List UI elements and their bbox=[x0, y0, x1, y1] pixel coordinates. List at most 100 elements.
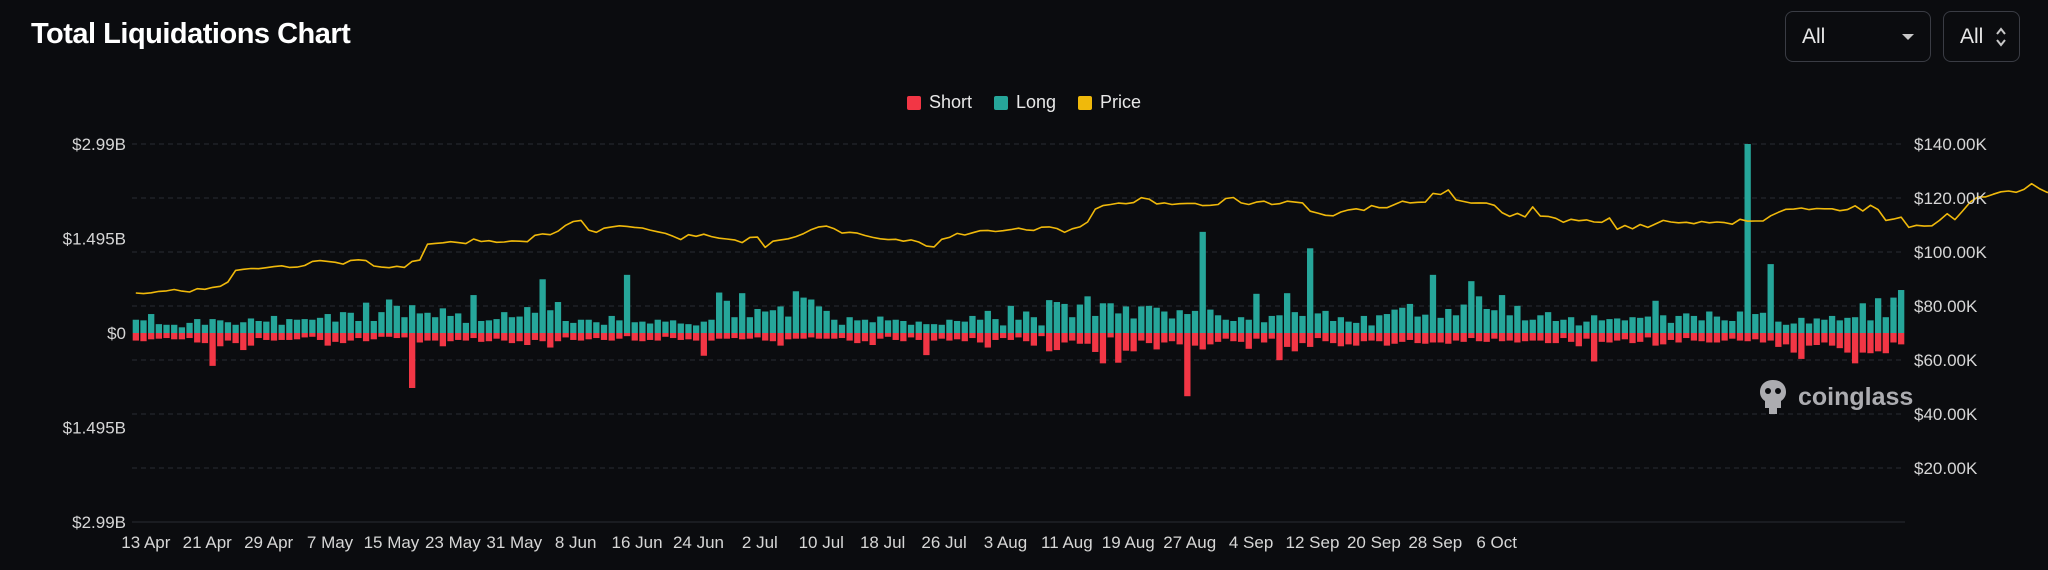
short-bar bbox=[1000, 333, 1007, 339]
long-bar bbox=[938, 324, 945, 333]
short-bar bbox=[869, 333, 876, 346]
short-bar bbox=[838, 333, 846, 339]
short-bar bbox=[1498, 333, 1506, 342]
x-axis-tick-label: 10 Jul bbox=[799, 533, 844, 552]
short-bar bbox=[508, 333, 516, 344]
short-bar bbox=[1046, 333, 1053, 352]
short-bar bbox=[1629, 333, 1636, 344]
legend-item-price[interactable]: Price bbox=[1078, 92, 1141, 113]
short-bar bbox=[1537, 333, 1544, 341]
long-bar bbox=[1268, 315, 1275, 333]
legend-label-price: Price bbox=[1100, 92, 1142, 112]
long-bar bbox=[593, 322, 600, 333]
short-bar bbox=[1283, 333, 1291, 347]
short-bar bbox=[1422, 333, 1429, 344]
short-bar bbox=[209, 333, 216, 366]
short-bar bbox=[1345, 333, 1352, 345]
long-bar bbox=[1092, 315, 1099, 333]
long-bar bbox=[992, 319, 999, 333]
long-bar bbox=[1629, 317, 1636, 333]
exchange-select[interactable]: All bbox=[1943, 11, 2020, 62]
long-bar bbox=[1851, 317, 1859, 333]
short-bar bbox=[1744, 333, 1751, 342]
long-bar bbox=[723, 300, 730, 333]
long-bar bbox=[1675, 315, 1682, 333]
short-bar bbox=[1260, 333, 1268, 343]
long-bar bbox=[347, 312, 354, 333]
long-bar bbox=[1406, 303, 1414, 333]
short-bar bbox=[1736, 333, 1744, 341]
short-bar bbox=[1844, 333, 1851, 353]
short-bar bbox=[1575, 333, 1582, 347]
x-axis-tick-label: 19 Aug bbox=[1102, 533, 1155, 552]
long-bar bbox=[923, 324, 930, 333]
long-bar bbox=[1099, 303, 1107, 333]
sort-updown-icon bbox=[1996, 27, 2006, 47]
long-bar bbox=[623, 274, 631, 333]
short-bar bbox=[669, 333, 677, 339]
long-bar bbox=[1084, 296, 1091, 333]
short-bar bbox=[240, 333, 247, 351]
x-axis-tick-label: 15 May bbox=[364, 533, 420, 552]
long-bar bbox=[946, 319, 953, 333]
short-bar bbox=[355, 333, 362, 339]
long-bar bbox=[1122, 306, 1130, 333]
long-bar bbox=[846, 317, 853, 333]
short-bar bbox=[1460, 333, 1467, 342]
short-bar bbox=[232, 333, 239, 344]
symbol-select[interactable]: All bbox=[1785, 11, 1931, 62]
long-bar bbox=[1322, 310, 1329, 333]
long-bar bbox=[1882, 317, 1889, 333]
long-bar bbox=[447, 315, 454, 333]
short-bar bbox=[478, 333, 485, 342]
short-bar bbox=[700, 333, 707, 356]
long-bar bbox=[554, 302, 562, 333]
long-bar bbox=[547, 310, 554, 333]
long-bar bbox=[378, 312, 385, 333]
short-bar bbox=[539, 333, 546, 342]
x-axis-tick-label: 21 Apr bbox=[183, 533, 232, 552]
short-bar bbox=[1076, 333, 1084, 344]
short-bar bbox=[516, 333, 523, 342]
short-bar bbox=[646, 333, 654, 340]
short-bar bbox=[524, 333, 531, 346]
x-axis-tick-label: 13 Apr bbox=[121, 533, 170, 552]
x-axis-tick-label: 12 Sep bbox=[1286, 533, 1340, 552]
long-bar bbox=[293, 319, 301, 333]
long-bar bbox=[1260, 322, 1268, 333]
short-bar bbox=[1805, 333, 1813, 346]
short-bar bbox=[692, 333, 700, 341]
x-axis-tick-label: 26 Jul bbox=[921, 533, 966, 552]
long-bar bbox=[646, 323, 654, 333]
short-bar bbox=[432, 333, 439, 341]
long-bar bbox=[1614, 318, 1621, 333]
long-bar bbox=[823, 310, 830, 333]
long-bar bbox=[1521, 320, 1529, 333]
long-bar bbox=[1291, 312, 1298, 333]
long-bar bbox=[662, 321, 669, 333]
short-bar bbox=[938, 333, 945, 339]
short-bar bbox=[1521, 333, 1529, 342]
short-bar bbox=[1767, 333, 1774, 341]
long-bar bbox=[1345, 321, 1352, 333]
short-bar bbox=[593, 333, 600, 339]
long-bar bbox=[209, 319, 216, 333]
long-bar bbox=[1598, 320, 1605, 333]
long-bar bbox=[1506, 315, 1513, 333]
short-bar bbox=[1007, 333, 1014, 340]
long-bar bbox=[339, 312, 347, 333]
legend-item-short[interactable]: Short bbox=[906, 92, 972, 113]
short-bar bbox=[723, 333, 730, 339]
long-bar bbox=[1007, 305, 1014, 333]
long-bar bbox=[1729, 320, 1736, 333]
long-bar bbox=[1437, 317, 1444, 333]
legend-item-long[interactable]: Long bbox=[993, 92, 1056, 113]
short-bar bbox=[1452, 333, 1460, 341]
short-bar bbox=[1145, 333, 1153, 344]
long-bar bbox=[1445, 308, 1452, 333]
long-bar bbox=[969, 315, 976, 333]
legend-swatch-price bbox=[1078, 95, 1093, 110]
short-bar bbox=[577, 333, 585, 341]
short-bar bbox=[1683, 333, 1690, 339]
